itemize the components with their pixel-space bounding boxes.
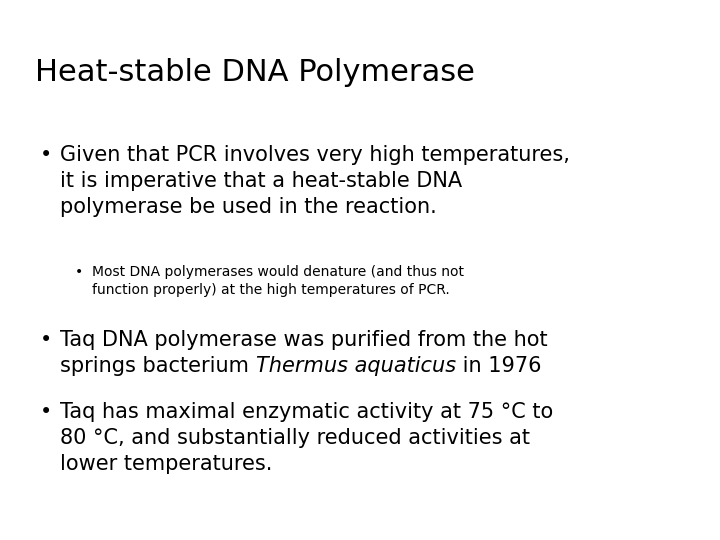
Text: Given that PCR involves very high temperatures,: Given that PCR involves very high temper…: [60, 145, 570, 165]
Text: springs bacterium: springs bacterium: [60, 356, 256, 376]
Text: Taq has maximal enzymatic activity at 75 °C to: Taq has maximal enzymatic activity at 75…: [60, 402, 553, 422]
Text: lower temperatures.: lower temperatures.: [60, 454, 272, 474]
Text: •: •: [75, 265, 84, 279]
Text: •: •: [40, 330, 53, 350]
Text: •: •: [40, 145, 53, 165]
Text: •: •: [40, 402, 53, 422]
Text: polymerase be used in the reaction.: polymerase be used in the reaction.: [60, 197, 437, 217]
Text: Most DNA polymerases would denature (and thus not: Most DNA polymerases would denature (and…: [92, 265, 464, 279]
Text: function properly) at the high temperatures of PCR.: function properly) at the high temperatu…: [92, 283, 450, 297]
Text: Thermus aquaticus: Thermus aquaticus: [256, 356, 456, 376]
Text: Taq DNA polymerase was purified from the hot: Taq DNA polymerase was purified from the…: [60, 330, 548, 350]
Text: Heat-stable DNA Polymerase: Heat-stable DNA Polymerase: [35, 58, 475, 87]
Text: 80 °C, and substantially reduced activities at: 80 °C, and substantially reduced activit…: [60, 428, 530, 448]
Text: it is imperative that a heat-stable DNA: it is imperative that a heat-stable DNA: [60, 171, 462, 191]
Text: in 1976: in 1976: [456, 356, 541, 376]
